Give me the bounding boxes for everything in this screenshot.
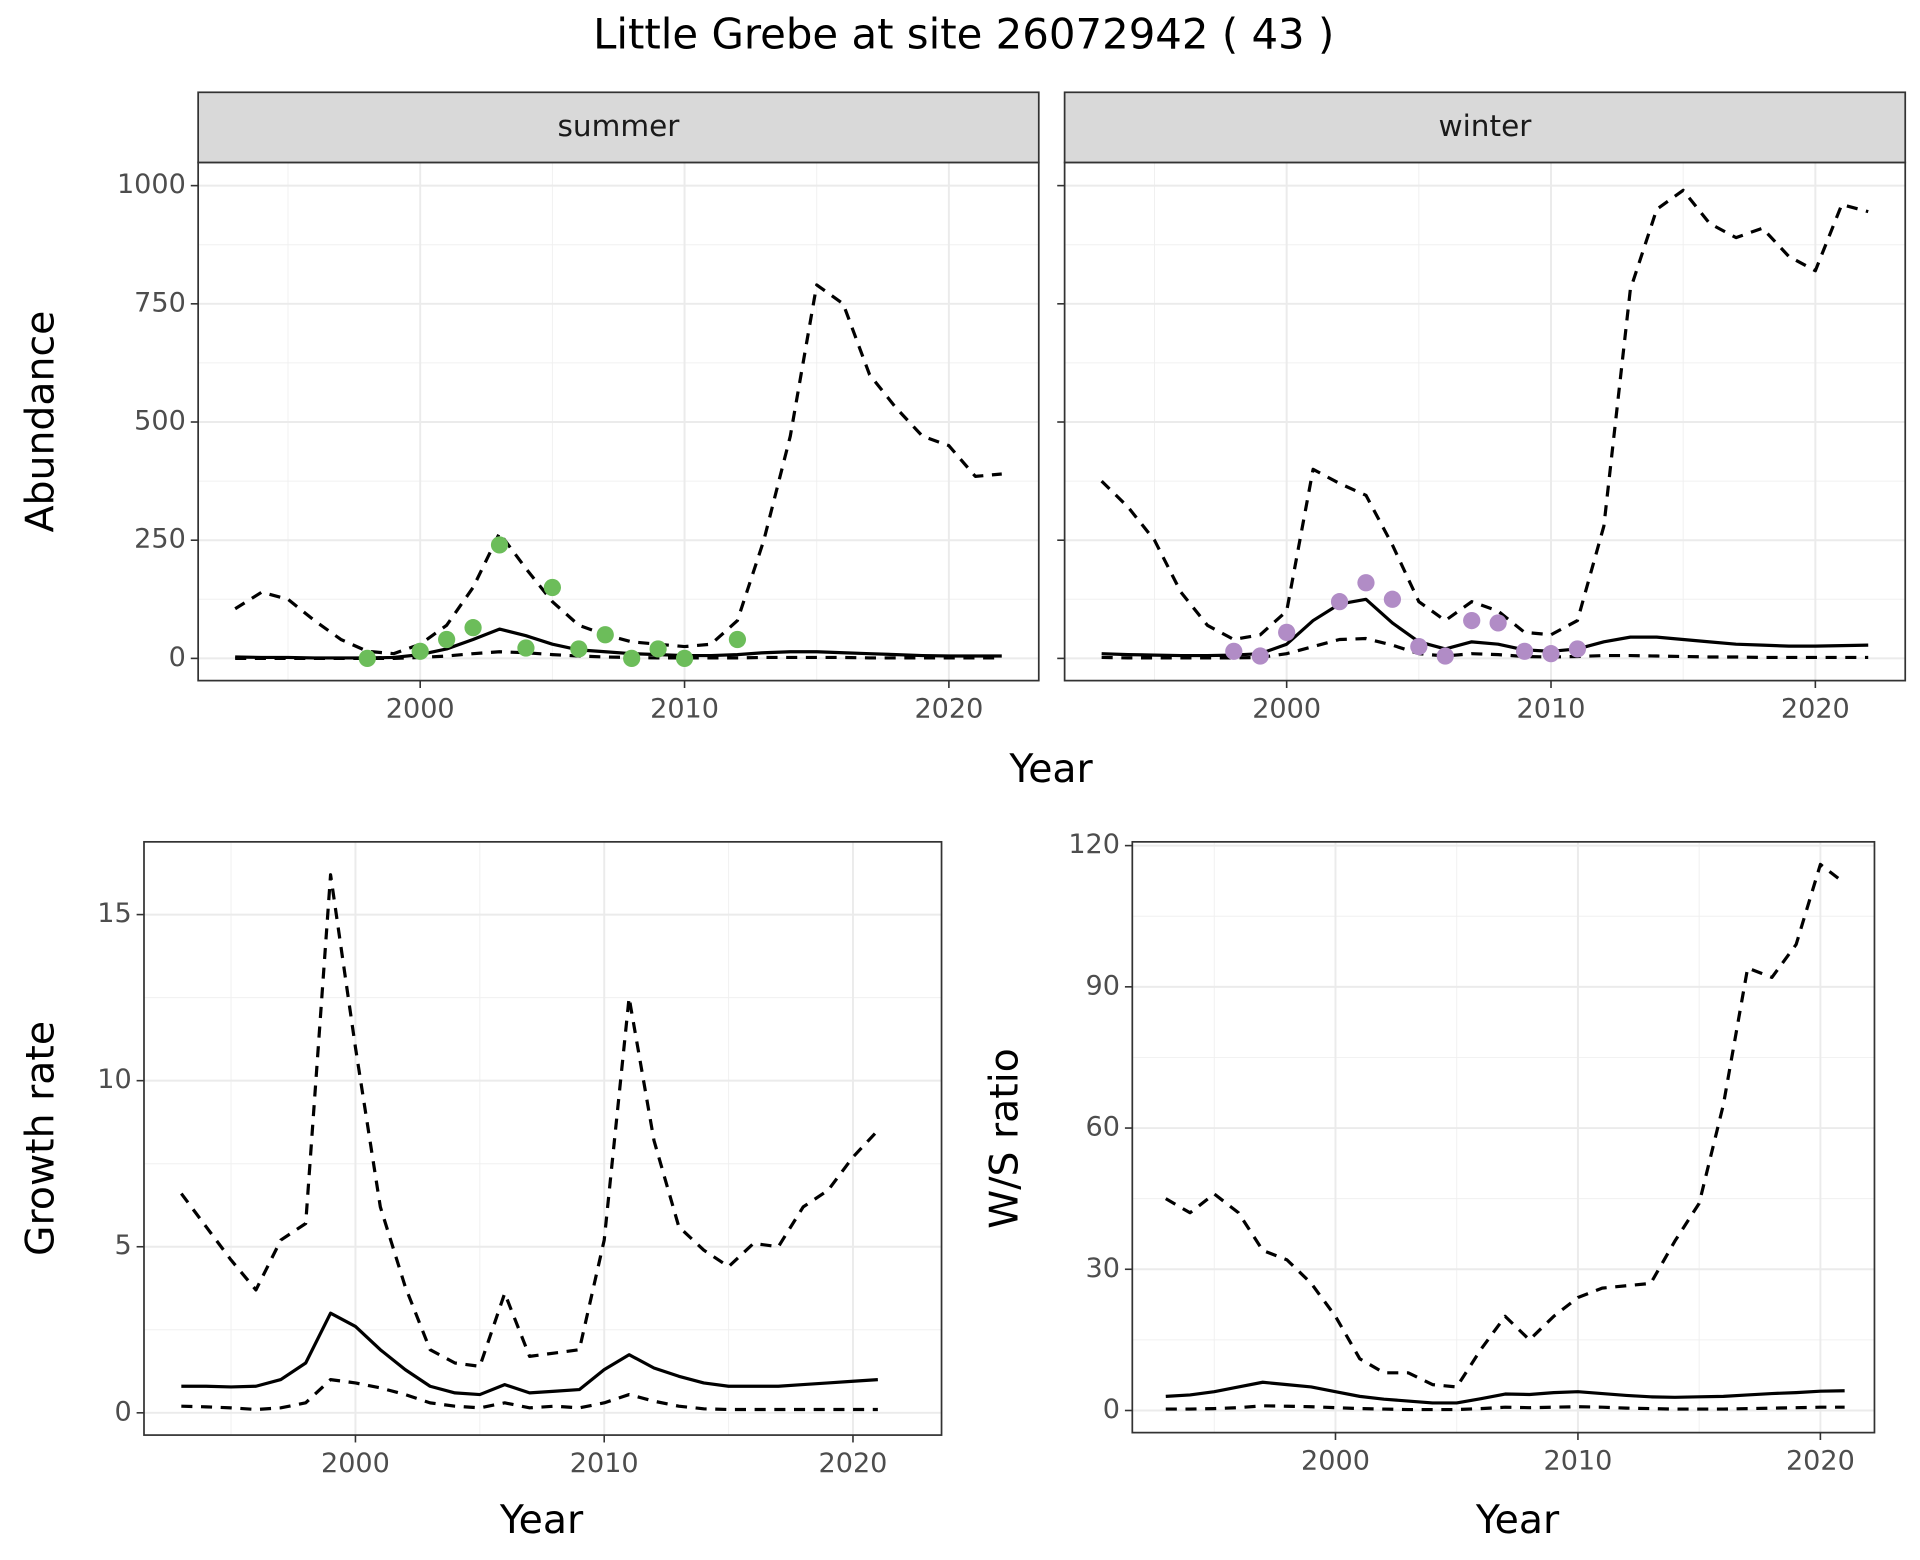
- x-axis-label: Year: [499, 1497, 584, 1543]
- y-tick-label: 0: [1103, 1394, 1120, 1425]
- line: [1164, 862, 1846, 1389]
- data-point: [1278, 623, 1296, 642]
- y-axis-label: Growth rate: [18, 1021, 64, 1256]
- y-tick-label: 0: [114, 1396, 131, 1427]
- strip-label: summer: [558, 109, 681, 143]
- panel-border: [1131, 840, 1876, 1434]
- data-point: [1568, 640, 1587, 658]
- y-tick-label: 15: [97, 898, 131, 929]
- figure-title: Little Grebe at site 26072942 ( 43 ): [593, 9, 1334, 58]
- y-tick-label: 90: [1086, 970, 1120, 1001]
- line: [1100, 188, 1869, 642]
- y-axis-label: Abundance: [18, 311, 64, 533]
- y-tick-label: 30: [1086, 1253, 1120, 1284]
- data-point: [596, 626, 614, 644]
- line: [181, 1311, 878, 1397]
- y-tick-label: 250: [134, 524, 186, 555]
- y-tick-label: 750: [134, 287, 186, 318]
- data-point: [1330, 593, 1349, 611]
- data-point: [517, 639, 535, 657]
- x-tick-label: 2010: [1544, 1446, 1613, 1477]
- y-tick-label: 60: [1086, 1112, 1120, 1143]
- y-tick-label: 500: [134, 406, 186, 437]
- data-point: [1515, 642, 1534, 660]
- data-point: [1436, 647, 1454, 665]
- x-tick-label: 2000: [386, 694, 455, 725]
- data-point: [1251, 647, 1269, 665]
- data-point: [358, 649, 376, 668]
- data-point: [1542, 645, 1560, 663]
- panel-background: [1132, 841, 1875, 1433]
- strip-label: winter: [1438, 109, 1532, 143]
- data-point: [1489, 614, 1507, 632]
- panel-border: [143, 840, 943, 1436]
- data-point: [411, 642, 429, 660]
- x-tick-label: 2020: [914, 694, 983, 725]
- y-tick-label: 5: [114, 1230, 131, 1261]
- data-point: [1383, 590, 1402, 608]
- data-point: [1225, 642, 1243, 660]
- x-tick-label: 2010: [1517, 694, 1586, 725]
- strip: [197, 91, 1040, 164]
- x-tick-label: 2000: [321, 1448, 390, 1479]
- panel-background: [144, 841, 942, 1436]
- y-tick-label: 120: [1068, 829, 1120, 860]
- data-point: [649, 640, 667, 658]
- x-tick-label: 2020: [1781, 694, 1850, 725]
- data-point: [490, 536, 509, 554]
- x-tick-label: 2010: [650, 694, 719, 725]
- y-tick-label: 1000: [117, 169, 186, 200]
- x-axis-label: Year: [1008, 746, 1093, 792]
- data-point: [1463, 611, 1481, 630]
- y-tick-label: 0: [169, 642, 186, 673]
- data-point: [1410, 637, 1428, 656]
- data-point: [728, 630, 747, 649]
- y-axis-label: W/S ratio: [981, 1048, 1027, 1229]
- x-tick-label: 2000: [1252, 694, 1321, 725]
- line: [181, 1378, 878, 1412]
- data-point: [543, 578, 561, 597]
- x-tick-label: 2000: [1301, 1446, 1370, 1477]
- x-axis-label: Year: [1475, 1497, 1560, 1543]
- line: [1165, 1380, 1845, 1405]
- x-tick-label: 2010: [570, 1448, 639, 1479]
- line: [180, 873, 880, 1368]
- data-point: [1357, 574, 1375, 592]
- data-point: [623, 649, 641, 668]
- x-tick-label: 2020: [819, 1448, 888, 1479]
- data-point: [675, 649, 694, 668]
- data-point: [438, 630, 456, 649]
- data-point: [570, 640, 588, 658]
- x-tick-label: 2020: [1786, 1446, 1855, 1477]
- strip: [1063, 91, 1907, 164]
- line: [1165, 1404, 1845, 1412]
- y-tick-label: 10: [97, 1064, 131, 1095]
- data-point: [464, 619, 482, 637]
